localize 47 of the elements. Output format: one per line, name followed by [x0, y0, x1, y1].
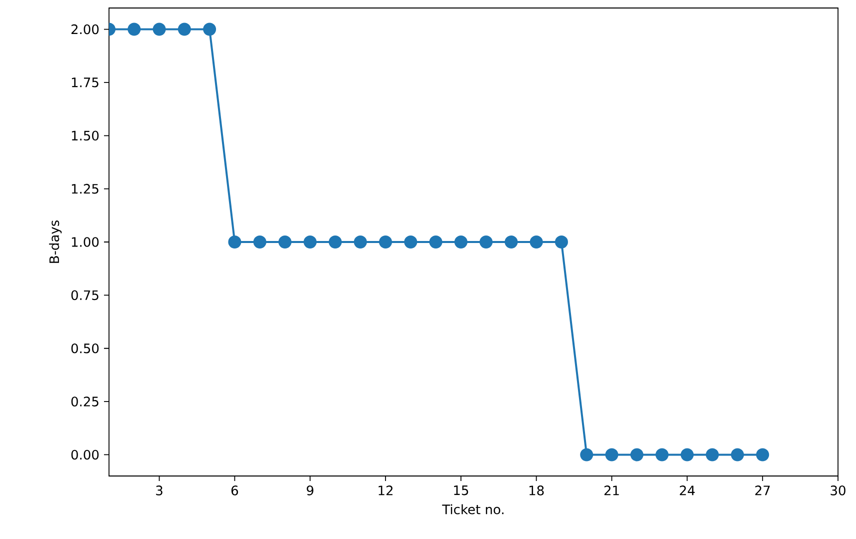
point	[178, 22, 191, 36]
x-axis-title: Ticket no.	[442, 504, 504, 514]
point	[328, 236, 342, 248]
y-tick-label: 2.00	[71, 24, 99, 34]
point	[404, 236, 418, 248]
x-tick-label: 18	[530, 486, 544, 496]
point	[730, 448, 744, 462]
point	[580, 448, 594, 462]
point	[278, 236, 292, 248]
x-tick-label: 27	[755, 486, 770, 496]
y-tick-label: 0.00	[71, 450, 99, 460]
x-tick-label: 21	[604, 486, 619, 496]
point	[253, 236, 266, 248]
y-tick-label: 0.75	[71, 290, 98, 300]
point	[680, 448, 694, 462]
y-tick-label: 1.75	[72, 78, 98, 88]
point	[429, 236, 442, 248]
point	[756, 448, 770, 462]
y-tick-label: 0.50	[71, 343, 99, 354]
x-tick-label: 6	[231, 486, 238, 496]
point	[530, 236, 543, 248]
x-tick-label: 30	[830, 486, 846, 496]
point	[454, 236, 468, 248]
point	[128, 22, 141, 36]
y-tick-label: 1.50	[72, 130, 99, 141]
x-tick-label: 9	[306, 486, 314, 496]
x-tick-label: 3	[156, 486, 162, 496]
y-tick-label: 1.25	[72, 184, 98, 194]
point	[706, 448, 719, 462]
point	[504, 236, 518, 248]
y-axis-title: B-days	[49, 220, 62, 263]
point	[480, 236, 493, 248]
y-tick-label: 0.25	[71, 396, 98, 406]
point	[228, 236, 242, 248]
point	[152, 22, 166, 36]
y-tick-label: 1.00	[72, 237, 99, 247]
point	[605, 448, 618, 462]
point	[203, 22, 216, 36]
x-tick-label: 12	[378, 486, 392, 496]
point	[354, 236, 367, 248]
x-tick-label: 24	[680, 486, 695, 496]
point	[304, 236, 317, 248]
x-tick-label: 15	[454, 486, 468, 496]
point	[379, 236, 392, 248]
point	[656, 448, 669, 462]
point	[630, 448, 644, 462]
point	[554, 236, 568, 248]
